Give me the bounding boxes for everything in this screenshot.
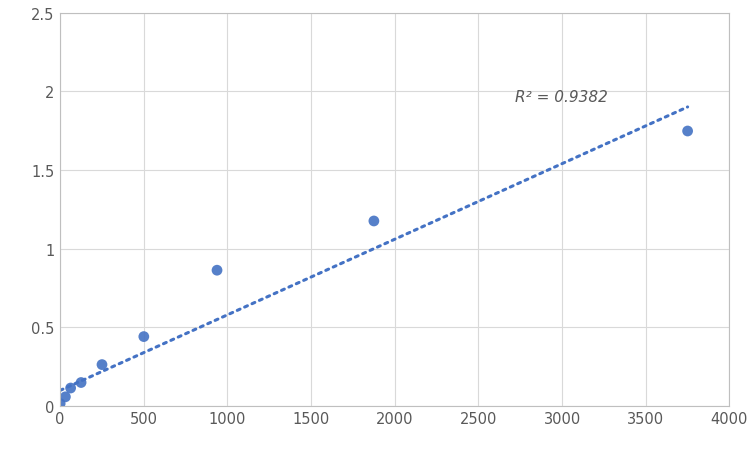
- Point: [681, 128, 693, 135]
- Point: [368, 218, 380, 225]
- Text: R² = 0.9382: R² = 0.9382: [515, 89, 608, 105]
- Point: [96, 361, 108, 368]
- Point: [138, 333, 150, 341]
- Point: [65, 385, 77, 392]
- Point: [75, 379, 87, 386]
- Point: [211, 267, 223, 274]
- Point: [59, 393, 71, 400]
- Point: [54, 400, 66, 407]
